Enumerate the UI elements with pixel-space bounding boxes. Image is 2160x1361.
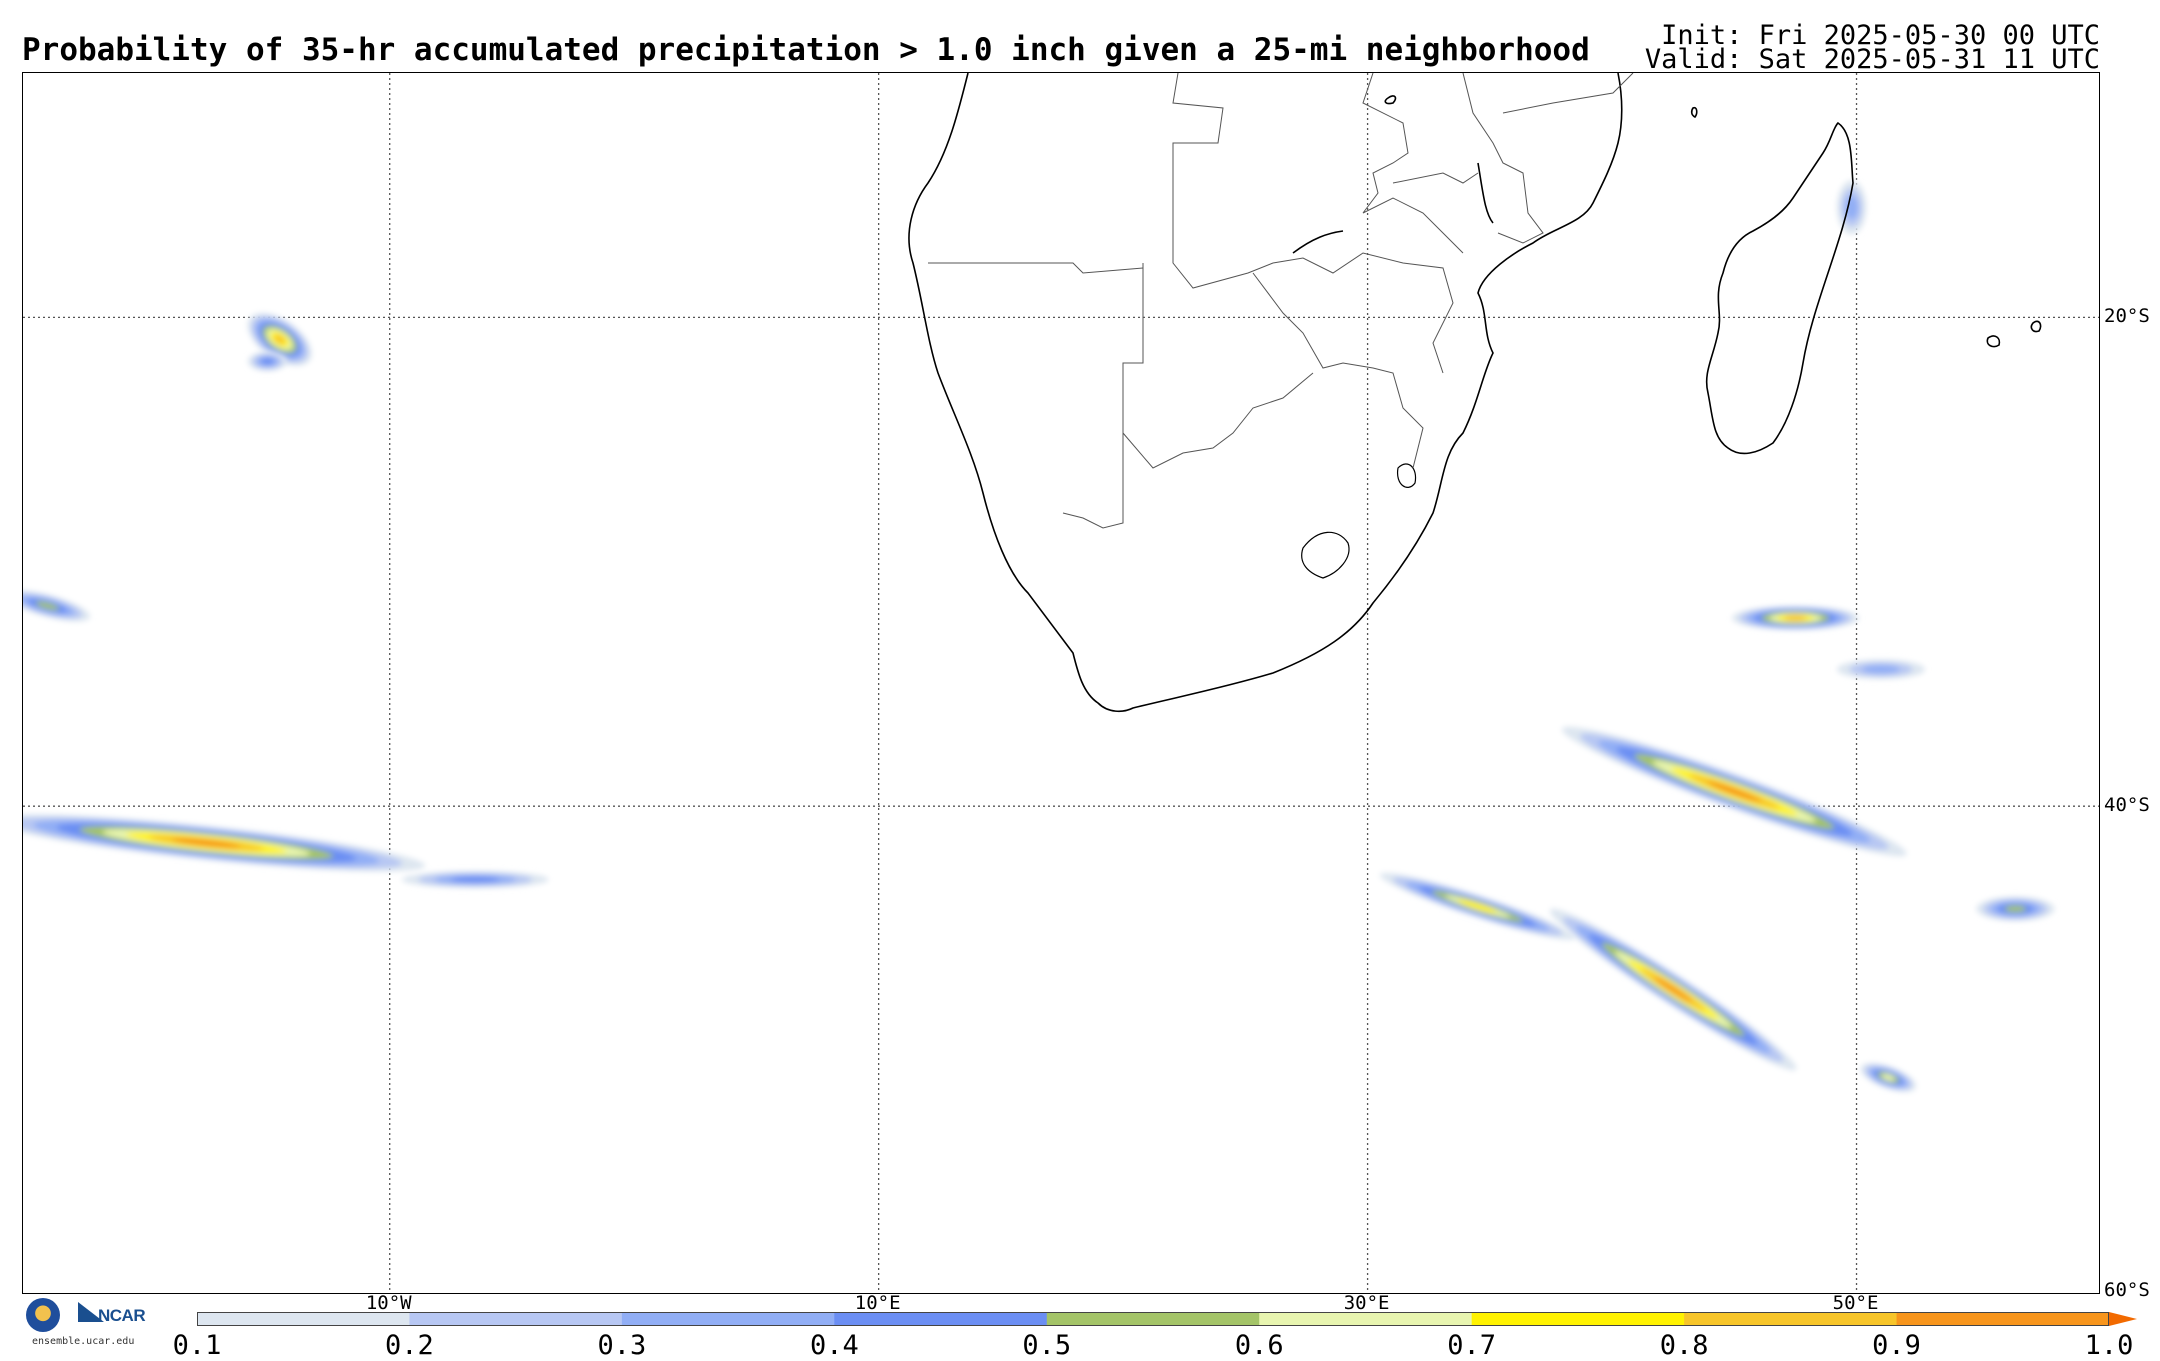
colorbar-tick-label: 0.1 [172,1330,222,1361]
colorbar-tick-label: 0.4 [809,1330,859,1361]
colorbar-segment [409,1312,623,1326]
lat-label: 40°S [2104,794,2150,817]
lake-kariba [1292,230,1344,254]
island-comoros [1690,106,1698,119]
precip-level [1881,1073,1895,1082]
cell-atlantic-north-b [247,351,288,372]
colorbar [197,1312,2137,1326]
island-reunion [2030,320,2042,333]
ncar-logo-text: NCAR [98,1306,146,1325]
band-indian-southwest-a [1379,872,1576,940]
precip-level [2004,905,2027,913]
lon-label: 30°E [1343,1292,1390,1314]
colorbar-tick-label: 1.0 [2084,1330,2134,1361]
map-title: Probability of 35-hr accumulated precipi… [22,32,1590,68]
precip-level [260,358,274,365]
colorbar-segment [1684,1312,1898,1326]
band-indian-southwest-b [1549,908,1797,1071]
colorbar-tick-label: 0.5 [1022,1330,1072,1361]
precip-level [1784,615,1807,622]
precip-level [1862,665,1900,674]
colorbar-tick-label: 0.3 [597,1330,647,1361]
colorbar-outline [197,1312,2109,1326]
colorbar-tick-label: 0.8 [1659,1330,1709,1361]
colorbar-segment [1259,1312,1473,1326]
lake-tana [1384,95,1397,105]
cell-indian-south [1860,1063,1917,1092]
precip-level [274,334,286,345]
coastline-madagascar [1705,121,1854,455]
logo-url: ensemble.ucar.edu [32,1336,135,1347]
coastline-africa [908,73,1623,713]
cell-atlantic-west [23,590,91,622]
colorbar-segment [1896,1312,2110,1326]
ncar-logo: NCAR ensemble.ucar.edu [26,1298,161,1348]
island-mauritius [1986,335,2001,348]
ncar-mark-icon [78,1302,104,1322]
gridlines [23,73,2099,1293]
map-panel[interactable] [22,72,2100,1294]
colorbar-segment [834,1312,1048,1326]
map-canvas[interactable] [23,73,2100,1294]
precip-level [35,601,60,611]
colorbar-tick-label: 0.7 [1447,1330,1497,1361]
colorbar-tick-label: 0.6 [1234,1330,1284,1361]
lon-label: 10°E [854,1292,901,1314]
precip-level [450,876,500,883]
precip-level [1707,781,1762,802]
lon-label: 50°E [1832,1292,1879,1314]
colorbar-tick-label: 0.2 [385,1330,434,1361]
cell-indian-east-a [1731,605,1859,631]
cell-indian-east-b [1836,659,1925,680]
colorbar-extend-arrow [2109,1312,2137,1326]
eswatini [1396,463,1417,488]
precipitation-layer [23,180,2055,1092]
init-time: Init: Fri 2025-05-30 00 UTC [1661,20,2100,51]
coastlines [908,73,2042,713]
colorbar-segment [1046,1312,1260,1326]
lake-malawi [1477,162,1494,224]
precip-level [171,838,241,848]
country-borders [928,73,1634,529]
cell-atlantic-north [247,312,312,366]
lat-label: 20°S [2104,305,2150,328]
band-indian-northeast [1561,726,1907,857]
precip-level [1653,976,1693,1003]
colorbar-segment [1471,1312,1685,1326]
band-atlantic-tail [401,870,549,889]
colorbar-tick-label: 0.9 [1872,1330,1921,1361]
cell-indian-far-east [1976,896,2055,922]
colorbar-segment [197,1312,410,1326]
colorbar-segment [621,1312,835,1326]
lon-label: 10°W [365,1292,412,1314]
band-atlantic-south [23,814,426,872]
nsf-seal-icon [26,1298,60,1332]
precip-level [1458,899,1498,914]
lesotho [1301,531,1350,579]
valid-time: Valid: Sat 2025-05-31 11 UTC [1644,44,2100,75]
lat-label: 60°S [2104,1279,2150,1301]
